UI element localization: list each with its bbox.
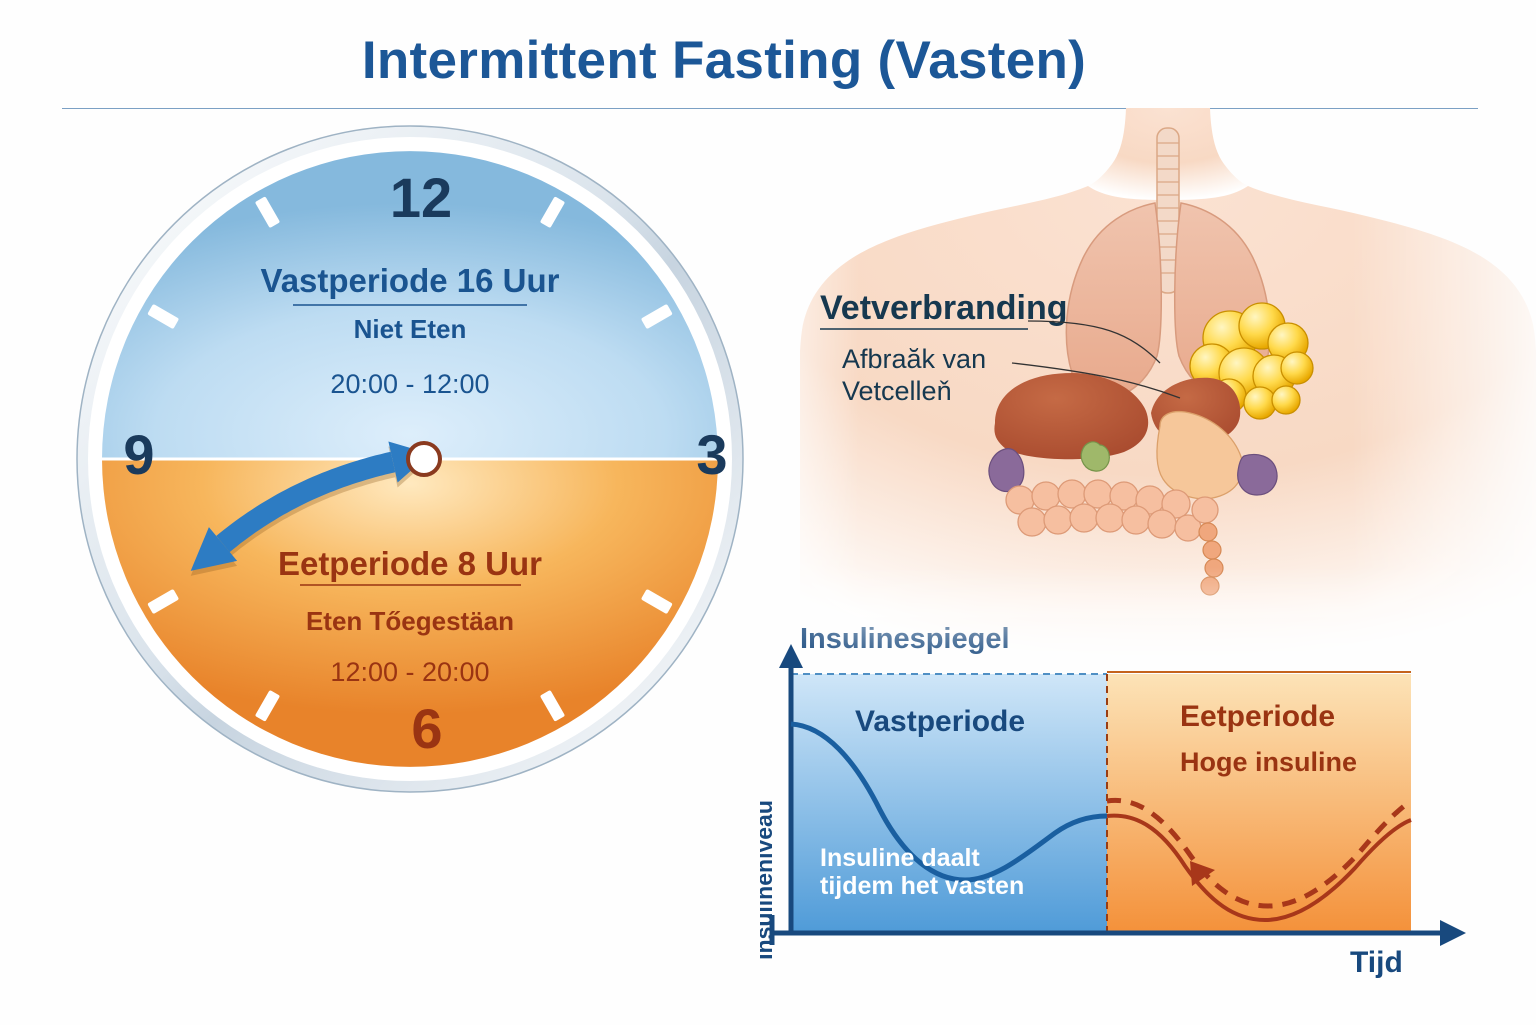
svg-text:Vastperiode 16 Uur: Vastperiode 16 Uur [261, 262, 560, 299]
svg-text:Afbraăk van: Afbraăk van [842, 344, 986, 374]
svg-text:Eetperiode: Eetperiode [1180, 700, 1335, 733]
svg-text:Eten Tőegestäan: Eten Tőegestäan [306, 606, 514, 636]
svg-text:Tijd: Tijd [1350, 946, 1403, 979]
svg-text:Vetcelleň: Vetcelleň [842, 376, 952, 406]
svg-text:Vastperiode: Vastperiode [855, 705, 1025, 738]
svg-text:tijdem het vasten: tijdem het vasten [820, 872, 1024, 900]
svg-text:Insuline daalt: Insuline daalt [820, 844, 980, 872]
svg-text:Hoge insuline: Hoge insuline [1180, 747, 1357, 777]
svg-text:20:00 - 12:00: 20:00 - 12:00 [330, 369, 489, 399]
svg-text:9: 9 [123, 423, 154, 486]
svg-text:3: 3 [696, 423, 727, 486]
svg-text:12: 12 [390, 166, 452, 229]
svg-text:12:00 - 20:00: 12:00 - 20:00 [330, 657, 489, 687]
svg-text:Eetperiode 8 Uur: Eetperiode 8 Uur [278, 545, 542, 582]
svg-text:6: 6 [411, 697, 442, 760]
svg-text:Niet Eten: Niet Eten [354, 314, 467, 344]
